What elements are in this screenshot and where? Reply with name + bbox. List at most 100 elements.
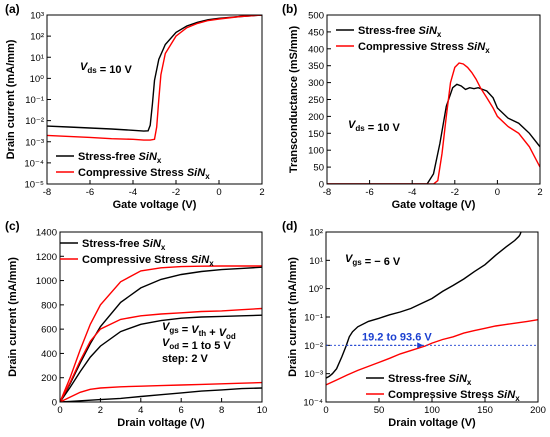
panel-label: (c) [5,219,20,233]
series-line-1 [47,15,262,141]
vgs-annotation: Vgs = − 6 V [345,253,401,268]
series-line-2 [60,314,262,402]
y-tick-label: 400 [308,44,324,55]
y-tick-label: 250 [308,95,324,106]
x-tick-label: 0 [323,405,328,416]
x-tick-label: -6 [86,187,94,198]
x-tick-label: 2 [259,187,264,198]
y-tick-label: 1200 [36,252,57,263]
y-axis-title: Drain current (mA/mm) [5,39,17,159]
y-tick-label: 10⁻¹ [25,95,44,106]
range-label: 19.2 to 93.6 V [362,331,432,343]
arrow-head-icon [417,342,424,349]
plot-frame [59,231,263,403]
y-tick-label: 10¹ [309,256,323,267]
y-tick-label: 10⁻³ [304,369,323,380]
series-line-3 [60,307,262,402]
y-tick-label: 10⁰ [309,284,324,295]
y-tick-label: 10⁻³ [25,137,44,148]
x-tick-label: 4 [138,405,143,416]
legend-label: Compressive Stress SiNx [388,389,520,403]
x-tick-label: -8 [43,187,51,198]
y-tick-label: 600 [41,325,57,336]
condition-annotation-1: Vod = 1 to 5 V [162,337,231,352]
x-tick-label: -2 [451,187,459,198]
panel-label: (a) [5,2,20,16]
x-tick-label: 50 [374,405,385,416]
x-tick-label: 6 [179,405,184,416]
series-line-1 [327,62,540,184]
panel-label: (d) [282,219,297,233]
x-tick-label: 0 [216,187,221,198]
panel-d: (d) 0 50 100 150 200 10⁻⁴ 10⁻³ 10⁻² 10⁻¹ 10⁰ 10¹ 10²… [282,219,546,429]
y-tick-label: 0 [52,398,57,409]
panel-b: (b) -8 -6 -4 -2 0 2 0 50 100 150 200 250 300 350 400 450… [282,2,543,211]
x-tick-label: -6 [365,187,373,198]
vds-annotation: Vds = 10 V [348,119,401,134]
y-tick-label: 300 [308,78,324,89]
y-tick-label: 800 [41,300,57,311]
series-line-1 [326,319,538,386]
y-tick-label: 10⁻¹ [304,313,323,324]
y-tick-label: 10⁻⁵ [24,180,44,191]
y-tick-label: 1000 [36,276,57,287]
legend-label: Stress-free SiNx [82,238,166,252]
y-tick-label: 50 [313,163,324,174]
x-tick-label: 0 [57,405,62,416]
panel-a: (a) -8 -6 -4 -2 0 2 10⁻⁵ 10⁻⁴ 10⁻³ 10⁻² 10⁻¹ 10⁰ 10¹ 1… [5,2,265,211]
legend-label: Compressive Stress SiNx [78,167,210,181]
y-tick-label: 10² [30,32,44,43]
y-tick-label: 200 [308,112,324,123]
x-axis-title: Drain voltage (V) [388,417,476,429]
legend-label: Stress-free SiNx [358,25,442,39]
condition-annotation-0: Vgs = Vth + Vod [162,321,236,341]
x-tick-label: 100 [424,405,440,416]
x-axis-title: Gate voltage (V) [392,199,476,211]
y-tick-label: 500 [308,11,324,22]
x-tick-label: 2 [537,187,542,198]
y-tick-label: 450 [308,27,324,38]
y-tick-label: 150 [308,129,324,140]
y-tick-label: 1400 [36,228,57,239]
vds-annotation: Vds = 10 V [80,61,133,76]
y-tick-label: 10⁻² [25,116,44,127]
y-tick-label: 10⁰ [30,74,45,85]
series-line-5 [60,381,262,402]
x-tick-label: 200 [530,405,546,416]
y-axis-title: Drain current (mA/mm) [7,257,19,377]
y-tick-label: 0 [319,180,324,191]
series-line-1 [60,265,262,402]
panel-label: (b) [282,2,297,16]
y-tick-label: 10¹ [30,53,44,64]
x-tick-label: 0 [495,187,500,198]
legend-label: Compressive Stress SiNx [358,41,490,55]
y-tick-label: 10² [309,228,323,239]
series-line-0 [60,266,262,402]
y-axis-title: Transconductance (mS/mm) [288,26,300,174]
condition-annotation-2: step: 2 V [162,353,209,365]
legend-label: Stress-free SiNx [78,151,162,165]
series-line-0 [47,15,262,132]
y-axis-title: Drain current (mA/mm) [287,257,299,377]
x-tick-label: 2 [98,405,103,416]
legend-label: Compressive Stress SiNx [82,254,214,268]
x-tick-label: 150 [477,405,493,416]
y-tick-label: 400 [41,349,57,360]
x-tick-label: -2 [172,187,180,198]
y-tick-label: 10⁻⁴ [303,398,323,409]
x-tick-label: 10 [257,405,268,416]
y-tick-label: 200 [41,373,57,384]
y-tick-label: 100 [308,146,324,157]
x-axis-title: Drain voltage (V) [117,417,205,429]
y-tick-label: 350 [308,61,324,72]
x-tick-label: -4 [408,187,416,198]
x-axis-title: Gate voltage (V) [113,199,197,211]
x-tick-label: -8 [323,187,331,198]
legend-label: Stress-free SiNx [388,373,472,387]
panel-c: (c) 0 2 4 6 8 10 0 200 400 600 800 1000 1200 1400 Drain… [5,219,267,429]
x-tick-label: -4 [129,187,137,198]
y-tick-label: 10⁻² [304,341,323,352]
x-tick-label: 8 [219,405,224,416]
y-tick-label: 10³ [30,11,44,22]
